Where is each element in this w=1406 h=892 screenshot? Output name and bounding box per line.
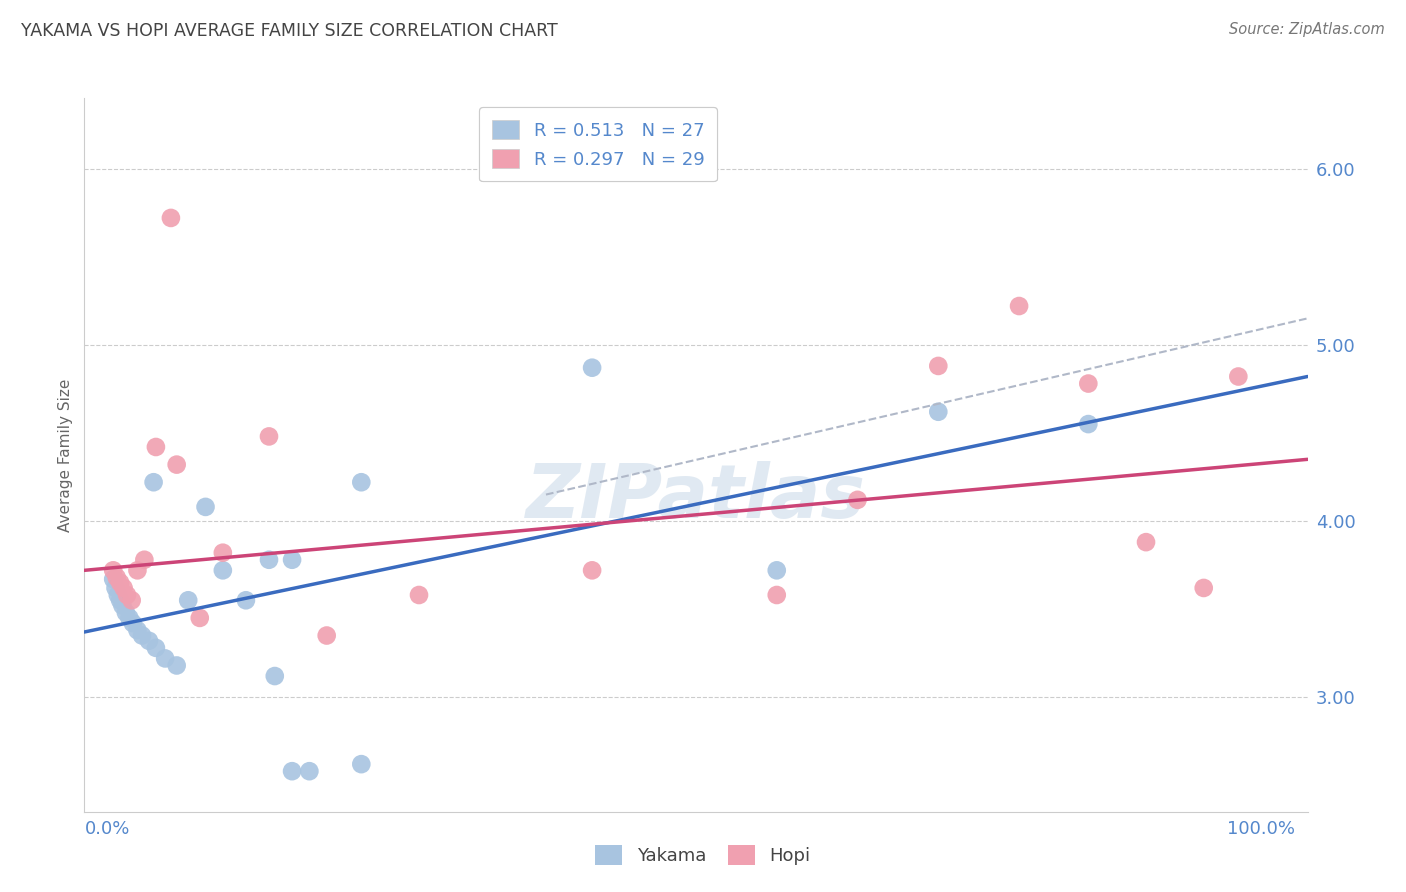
- Point: [1135, 535, 1157, 549]
- Point: [1227, 369, 1250, 384]
- Point: [1008, 299, 1031, 313]
- Point: [350, 757, 373, 772]
- Point: [118, 611, 141, 625]
- Point: [103, 563, 125, 577]
- Point: [1077, 417, 1099, 431]
- Point: [115, 588, 138, 602]
- Point: [408, 588, 430, 602]
- Point: [281, 764, 304, 779]
- Point: [166, 658, 188, 673]
- Point: [107, 588, 129, 602]
- Point: [112, 581, 135, 595]
- Point: [166, 458, 188, 472]
- Point: [281, 553, 304, 567]
- Text: YAKAMA VS HOPI AVERAGE FAMILY SIZE CORRELATION CHART: YAKAMA VS HOPI AVERAGE FAMILY SIZE CORRE…: [21, 22, 558, 40]
- Point: [350, 475, 373, 490]
- Text: ZIPatlas: ZIPatlas: [526, 461, 866, 534]
- Point: [145, 640, 167, 655]
- Point: [927, 359, 949, 373]
- Point: [108, 575, 131, 590]
- Point: [194, 500, 217, 514]
- Point: [315, 628, 337, 642]
- Point: [188, 611, 211, 625]
- Point: [235, 593, 257, 607]
- Point: [145, 440, 167, 454]
- Point: [765, 588, 787, 602]
- Point: [927, 405, 949, 419]
- Point: [581, 563, 603, 577]
- Point: [115, 606, 138, 620]
- Point: [846, 492, 869, 507]
- Legend: Yakama, Hopi: Yakama, Hopi: [586, 836, 820, 874]
- Point: [105, 570, 128, 584]
- Point: [1192, 581, 1215, 595]
- Point: [111, 599, 134, 613]
- Point: [160, 211, 183, 225]
- Legend: R = 0.513   N = 27, R = 0.297   N = 29: R = 0.513 N = 27, R = 0.297 N = 29: [479, 107, 717, 181]
- Point: [121, 616, 143, 631]
- Point: [108, 593, 131, 607]
- Point: [134, 553, 156, 567]
- Point: [298, 764, 321, 779]
- Point: [103, 572, 125, 586]
- Y-axis label: Average Family Size: Average Family Size: [58, 378, 73, 532]
- Point: [211, 563, 233, 577]
- Point: [104, 581, 127, 595]
- Point: [581, 360, 603, 375]
- Point: [153, 651, 176, 665]
- Point: [131, 628, 153, 642]
- Point: [142, 475, 165, 490]
- Point: [1077, 376, 1099, 391]
- Point: [263, 669, 285, 683]
- Point: [138, 633, 160, 648]
- Point: [121, 593, 143, 607]
- Point: [127, 563, 149, 577]
- Point: [127, 624, 149, 638]
- Text: Source: ZipAtlas.com: Source: ZipAtlas.com: [1229, 22, 1385, 37]
- Point: [257, 553, 280, 567]
- Point: [765, 563, 787, 577]
- Point: [257, 429, 280, 443]
- Point: [177, 593, 200, 607]
- Point: [211, 546, 233, 560]
